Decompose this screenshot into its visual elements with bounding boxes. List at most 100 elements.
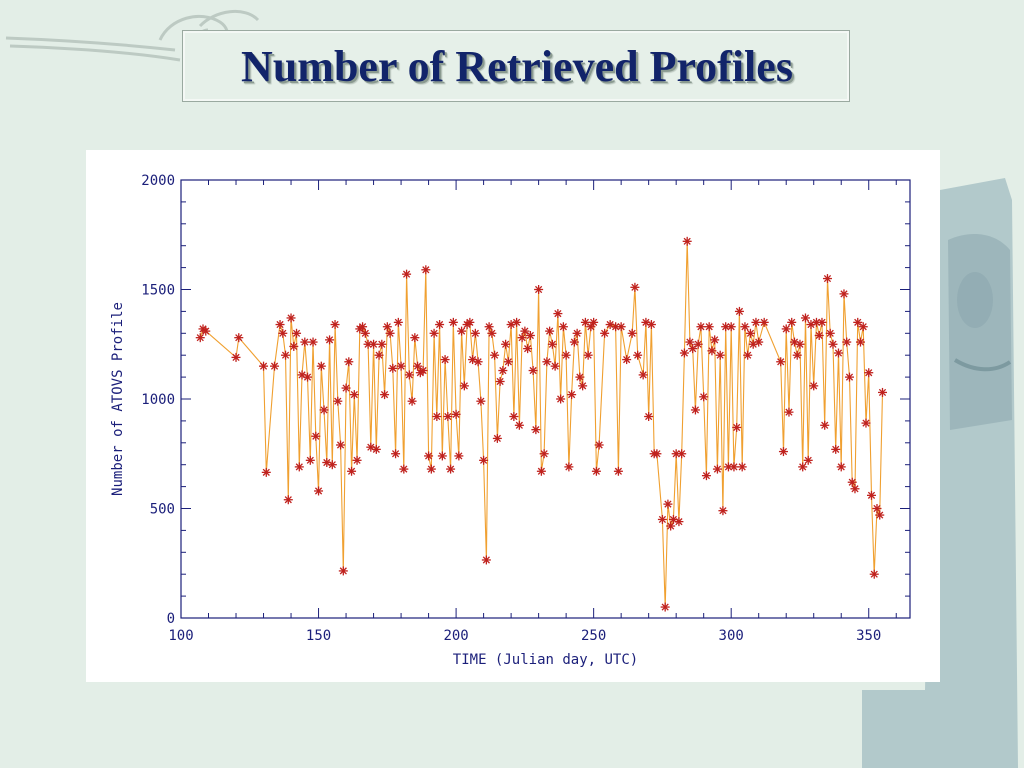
data-point — [539, 449, 549, 459]
data-point — [278, 328, 288, 338]
data-point — [424, 451, 434, 461]
data-point — [481, 555, 491, 565]
data-point — [677, 449, 687, 459]
data-point — [512, 317, 522, 327]
data-point — [517, 333, 527, 343]
y-tick-label: 500 — [150, 502, 175, 518]
data-point — [660, 602, 670, 612]
x-tick-label: 350 — [856, 628, 881, 644]
data-point — [707, 346, 717, 356]
data-point — [652, 449, 662, 459]
data-point — [594, 440, 604, 450]
data-point — [476, 396, 486, 406]
data-point — [396, 361, 406, 371]
data-point — [751, 317, 761, 327]
data-point — [690, 405, 700, 415]
data-point — [564, 462, 574, 472]
data-point — [558, 322, 568, 332]
x-tick-label: 150 — [306, 628, 331, 644]
data-point — [798, 462, 808, 472]
data-point — [333, 396, 343, 406]
data-point — [490, 350, 500, 360]
data-point — [495, 376, 505, 386]
data-point — [613, 466, 623, 476]
data-point — [435, 320, 445, 330]
data-point — [311, 431, 321, 441]
data-point — [754, 337, 764, 347]
data-point — [338, 566, 348, 576]
data-point — [550, 361, 560, 371]
data-point — [509, 412, 519, 422]
data-point — [696, 322, 706, 332]
data-point — [418, 366, 428, 376]
data-point — [842, 337, 852, 347]
x-tick-label: 250 — [581, 628, 606, 644]
data-point — [289, 341, 299, 351]
data-point — [413, 361, 423, 371]
data-point — [688, 344, 698, 354]
data-point — [776, 357, 786, 367]
data-point — [432, 412, 442, 422]
data-point — [575, 372, 585, 382]
data-point — [440, 355, 450, 365]
data-point — [308, 337, 318, 347]
slide-title: Number of Retrieved Profiles — [241, 42, 793, 91]
data-point — [341, 383, 351, 393]
data-point — [523, 344, 533, 354]
data-point — [261, 467, 271, 477]
data-point — [836, 462, 846, 472]
data-point — [457, 326, 467, 336]
data-point — [437, 451, 447, 461]
chart-svg: 100 150 200 250 300 350 0 500 1000 1500 2000 TIME (… — [110, 173, 911, 668]
data-point — [737, 462, 747, 472]
data-point — [281, 350, 291, 360]
data-point — [388, 363, 398, 373]
data-point — [866, 490, 876, 500]
data-point — [638, 370, 648, 380]
data-point — [473, 357, 483, 367]
data-point — [644, 412, 654, 422]
data-point — [292, 328, 302, 338]
data-point — [858, 322, 868, 332]
data-point — [872, 504, 882, 513]
y-tick-label: 2000 — [141, 173, 175, 189]
x-axis-label: TIME (Julian day, UTC) — [453, 652, 638, 668]
data-point — [305, 455, 315, 465]
data-point — [347, 466, 357, 476]
data-point — [443, 412, 453, 422]
data-point — [270, 361, 280, 371]
data-point — [839, 289, 849, 299]
data-point — [745, 328, 755, 338]
data-point — [663, 499, 673, 509]
data-point — [410, 333, 420, 343]
data-point — [616, 322, 626, 332]
title-box: Number of Retrieved Profiles — [182, 30, 850, 102]
data-point — [817, 317, 827, 327]
data-point — [831, 444, 841, 454]
data-point — [820, 420, 830, 430]
data-point — [465, 317, 475, 327]
data-point — [385, 328, 395, 338]
data-point — [685, 337, 695, 347]
data-point — [195, 333, 205, 343]
data-point — [781, 324, 791, 334]
data-point — [699, 392, 709, 402]
data-point — [525, 330, 535, 340]
data-point — [718, 506, 728, 516]
data-point — [369, 339, 379, 349]
data-point — [404, 370, 414, 380]
data-point — [380, 390, 390, 400]
data-point — [567, 390, 577, 400]
data-point — [611, 322, 621, 332]
data-point — [470, 328, 480, 338]
data-point — [578, 381, 588, 391]
data-point — [800, 313, 810, 323]
data-point — [492, 433, 502, 443]
data-point — [391, 449, 401, 459]
data-point — [484, 322, 494, 332]
data-point — [732, 422, 742, 432]
data-point — [319, 405, 329, 415]
data-point — [300, 337, 310, 347]
data-point — [448, 317, 458, 327]
data-point — [784, 407, 794, 417]
